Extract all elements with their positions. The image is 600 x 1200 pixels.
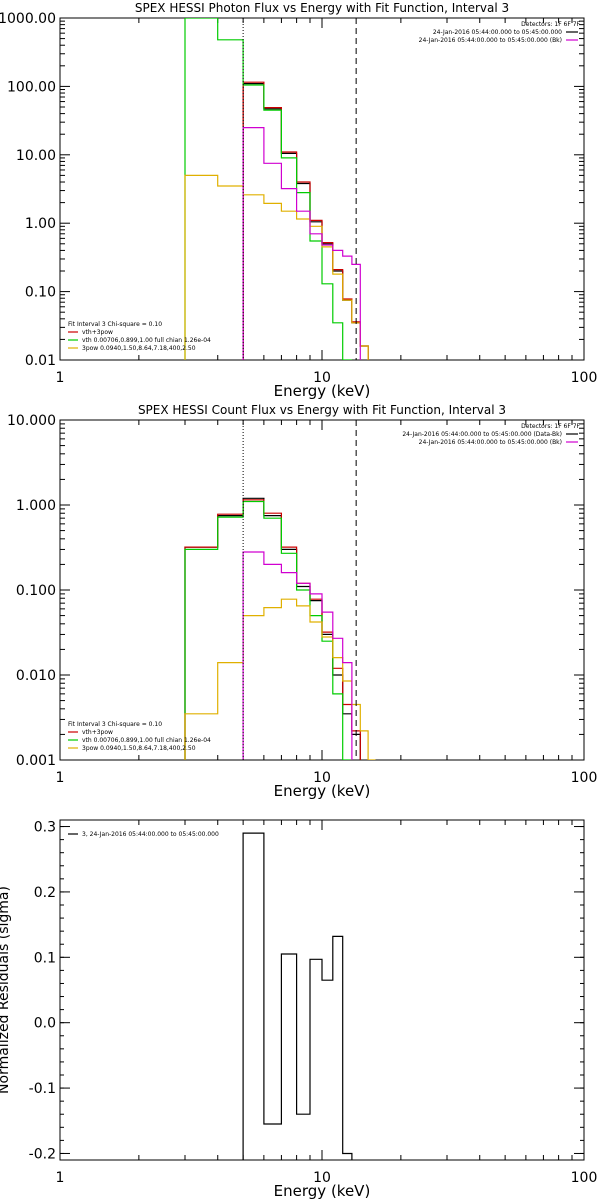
x-tick-label: 1: [56, 370, 65, 386]
header-text: Detectors: 1F 6F 7F: [521, 423, 580, 430]
legend-entry: 3pow 0.0940,1.50,8.64,7.18,400,2.50: [82, 345, 196, 352]
series-group: [184, 497, 376, 760]
legend-entry: 3, 24-Jan-2016 05:44:00.000 to 05:45:00.…: [82, 831, 219, 838]
y-tick-label: 100.00: [7, 79, 56, 95]
plot-frame: [59, 419, 585, 761]
x-tick-label: 10: [313, 370, 331, 386]
x-axis-label: Energy (keV): [274, 782, 371, 800]
x-tick-label: 1: [56, 1170, 65, 1186]
y-tick-label: 0.001: [16, 753, 56, 769]
chart-title: SPEX HESSI Count Flux vs Energy with Fit…: [138, 403, 506, 417]
legend-entry: vth 0.00706,0.899,1.00 full chian 1.26e-…: [82, 737, 211, 744]
plot-frame: [59, 17, 585, 361]
y-tick-label: 0.010: [16, 668, 56, 684]
x-axis-label: Energy (keV): [274, 1182, 371, 1200]
chart-panel-2: SPEX HESSI Count Flux vs Energy with Fit…: [7, 403, 597, 800]
x-tick-label: 100: [571, 370, 598, 386]
x-tick-label: 10: [313, 1170, 331, 1186]
series-group: [184, 18, 369, 360]
y-tick-label: 0.0: [34, 1016, 56, 1032]
header-text: 24-Jan-2016 05:44:00.000 to 05:45:00.000…: [402, 431, 562, 438]
series-group: [242, 832, 353, 1160]
x-axis-label: Energy (keV): [274, 382, 371, 400]
series-line-vth: [184, 500, 352, 760]
y-tick-label: 0.10: [25, 285, 56, 301]
legend-entry: vth 0.00706,0.899,1.00 full chian 1.26e-…: [82, 337, 211, 344]
legend-entry: vth+3pow: [82, 729, 113, 736]
header-text: 24-Jan-2016 05:44:00.000 to 05:45:00.000…: [419, 439, 562, 446]
y-tick-label: 1000.00: [0, 11, 56, 27]
chart-title: SPEX HESSI Photon Flux vs Energy with Fi…: [135, 1, 509, 15]
x-tick-label: 1: [56, 770, 65, 786]
series-line-vth+3pow: [242, 81, 369, 360]
header-text: 24-Jan-2016 05:44:00.000 to 05:45:00.000…: [419, 37, 562, 44]
header-text: 24-Jan-2016 05:44:00.000 to 05:45:00.000: [433, 29, 562, 36]
y-tick-label: 0.1: [34, 950, 56, 966]
legend-entry: Fit Interval 3 Chi-square = 0.10: [68, 321, 162, 328]
series-line-vth+3pow: [184, 499, 361, 760]
chart-panel-1: SPEX HESSI Photon Flux vs Energy with Fi…: [0, 1, 597, 400]
legend-entry: vth+3pow: [82, 329, 113, 336]
y-tick-label: 0.2: [34, 885, 56, 901]
series-line-residuals: [242, 832, 353, 1160]
series-line-3pow: [184, 174, 369, 360]
chart-panel-3: 1 10 100 -0.2 -0.1 0.0 0.1 0.2 0.3 Energy (keV) No…: [0, 819, 598, 1200]
y-tick-label: 0.100: [16, 583, 56, 599]
y-axis-label: Normalized Residuals (sigma): [0, 886, 12, 1094]
series-line-3pow: [184, 598, 376, 760]
y-tick-label: 10.000: [7, 413, 56, 429]
series-line-vth: [184, 18, 352, 360]
y-tick-label: 0.01: [25, 353, 56, 369]
y-tick-label: -0.2: [29, 1146, 56, 1162]
x-tick-label: 100: [571, 1170, 598, 1186]
series-line-data: [184, 497, 361, 760]
legend-entry: Fit Interval 3 Chi-square = 0.10: [68, 721, 162, 728]
header-text: Detectors: 1F 6F 7F: [521, 21, 580, 28]
y-tick-label: 1.00: [25, 216, 56, 232]
plot-frame: [59, 819, 585, 1161]
x-tick-label: 100: [571, 770, 598, 786]
series-line-Bk: [242, 551, 353, 760]
legend-entry: 3pow 0.0940,1.50,8.64,7.18,400,2.50: [82, 745, 196, 752]
y-tick-label: 10.00: [16, 148, 56, 164]
x-tick-label: 10: [313, 770, 331, 786]
y-tick-label: -0.1: [29, 1081, 56, 1097]
y-tick-label: 0.3: [34, 820, 56, 836]
y-tick-label: 1.000: [16, 498, 56, 514]
series-line-Bk: [242, 127, 361, 360]
series-line-data: [242, 83, 369, 360]
